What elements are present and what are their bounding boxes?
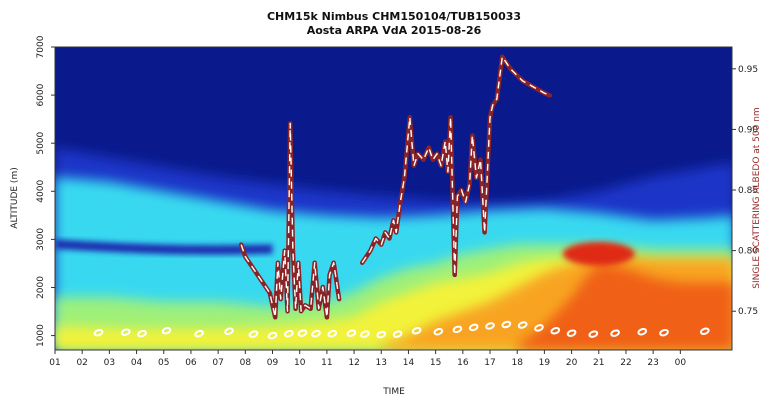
y-tick-label: 6000 bbox=[36, 83, 46, 106]
cloud-base-marker bbox=[517, 321, 528, 329]
y-tick-label: 1000 bbox=[36, 324, 46, 347]
x-tick-label: 20 bbox=[566, 358, 578, 368]
elevated-layer-band bbox=[55, 239, 273, 255]
y2-tick-label: 0.75 bbox=[738, 307, 758, 317]
cloud-base-marker bbox=[468, 323, 479, 332]
y2-tick-label: 0.95 bbox=[738, 65, 758, 75]
cloud-base-marker bbox=[360, 330, 370, 338]
cloud-base-marker bbox=[550, 327, 561, 335]
x-tick-label: 19 bbox=[539, 358, 551, 368]
cloud-base-markers bbox=[93, 320, 710, 340]
y-tick-label: 3000 bbox=[36, 228, 46, 251]
cloud-base-marker bbox=[194, 329, 204, 338]
chart-title: CHM15k Nimbus CHM150104/TUB150033 bbox=[267, 10, 521, 23]
y-tick-label: 2000 bbox=[36, 276, 46, 299]
cloud-base-marker bbox=[566, 329, 577, 337]
x-tick-label: 06 bbox=[185, 358, 197, 368]
cloud-base-marker bbox=[283, 329, 294, 338]
x-axis: 01 02 03 04 05 06 07 08 09 10 11 12 13 14 15 16 17 18 19 20… bbox=[49, 350, 686, 368]
cloud-base-marker bbox=[452, 325, 463, 334]
x-tick-label: 00 bbox=[675, 358, 687, 368]
x-tick-label: 03 bbox=[104, 358, 115, 368]
plot-frame bbox=[54, 46, 733, 351]
cloud-base-marker bbox=[297, 329, 308, 337]
cloud-base-marker bbox=[161, 327, 172, 335]
y-tick-label: 7000 bbox=[36, 35, 46, 58]
x-tick-label: 07 bbox=[212, 358, 223, 368]
x-tick-label: 02 bbox=[76, 358, 87, 368]
x-tick-label: 21 bbox=[593, 358, 604, 368]
x-tick-label: 16 bbox=[457, 358, 469, 368]
cloud-base-marker bbox=[120, 328, 131, 336]
cloud-base-marker bbox=[699, 327, 710, 335]
chart-subtitle: Aosta ARPA VdA 2015-08-26 bbox=[307, 24, 482, 37]
cloud-base-marker bbox=[534, 324, 544, 332]
dense-aerosol-core bbox=[517, 263, 732, 350]
albedo-line-dash bbox=[240, 122, 340, 318]
x-tick-label: 17 bbox=[484, 358, 495, 368]
x-tick-label: 05 bbox=[158, 358, 169, 368]
x-tick-label: 23 bbox=[647, 358, 658, 368]
albedo-line-dash bbox=[361, 56, 551, 276]
cloud-base-marker bbox=[411, 327, 422, 335]
y-tick-label: 4000 bbox=[36, 180, 46, 203]
cloud-base-marker bbox=[346, 329, 357, 337]
cloud-base-marker bbox=[376, 330, 387, 339]
y-axis: 1000 2000 3000 4000 5000 6000 7000 bbox=[36, 35, 55, 347]
x-tick-label: 13 bbox=[376, 358, 387, 368]
x-tick-label: 01 bbox=[49, 358, 60, 368]
x-tick-label: 11 bbox=[321, 358, 332, 368]
x-tick-label: 08 bbox=[240, 358, 252, 368]
cloud-base-marker bbox=[311, 329, 321, 338]
x-tick-label: 22 bbox=[620, 358, 631, 368]
y2-axis-title: SINGLE SCATTERING ALBEDO at 500 nm bbox=[752, 107, 762, 288]
cloud-base-marker bbox=[433, 328, 444, 336]
y2-axis: 0.75 0.80 0.85 0.90 0.95 bbox=[732, 65, 758, 317]
x-tick-label: 09 bbox=[267, 358, 279, 368]
cloud-base-marker bbox=[659, 328, 669, 337]
cloud-base-marker bbox=[267, 331, 278, 340]
albedo-series bbox=[238, 54, 553, 320]
cloud-base-marker bbox=[610, 329, 620, 337]
cloud-base-marker bbox=[501, 320, 512, 329]
backscatter-heatmap bbox=[55, 47, 732, 350]
x-tick-label: 15 bbox=[430, 358, 441, 368]
cloud-base-marker bbox=[93, 328, 104, 337]
y-axis-title: ALTITUDE (m) bbox=[10, 167, 20, 228]
y-tick-label: 5000 bbox=[36, 131, 46, 154]
x-tick-label: 10 bbox=[294, 358, 306, 368]
dense-aerosol-peak bbox=[562, 241, 635, 266]
x-tick-label: 18 bbox=[511, 358, 523, 368]
cloud-base-marker bbox=[392, 330, 403, 338]
cloud-base-marker bbox=[327, 329, 338, 338]
cloud-base-marker bbox=[637, 328, 648, 336]
x-axis-title: TIME bbox=[382, 387, 405, 397]
y2-tick-label: 0.80 bbox=[738, 247, 758, 257]
cloud-base-marker bbox=[224, 327, 234, 335]
cloud-base-marker bbox=[588, 330, 599, 338]
x-tick-label: 12 bbox=[348, 358, 359, 368]
x-tick-label: 14 bbox=[403, 358, 415, 368]
cloud-base-marker bbox=[137, 329, 147, 338]
cloud-base-marker bbox=[248, 330, 259, 338]
y2-tick-label: 0.90 bbox=[738, 125, 758, 135]
cloud-base-marker bbox=[485, 322, 495, 330]
x-tick-label: 04 bbox=[131, 358, 143, 368]
y2-tick-label: 0.85 bbox=[738, 186, 758, 196]
